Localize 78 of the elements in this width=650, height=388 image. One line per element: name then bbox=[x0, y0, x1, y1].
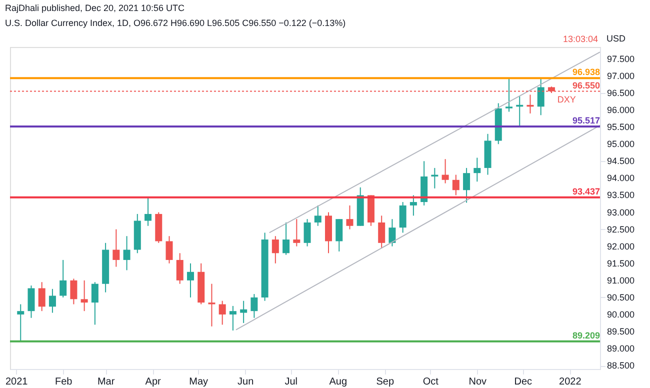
y-tick-label: 97.500 bbox=[607, 54, 635, 64]
candlestick bbox=[505, 78, 512, 112]
y-tick-label: 90.000 bbox=[607, 309, 635, 320]
candlestick bbox=[123, 236, 130, 271]
y-tick-label: 91.000 bbox=[607, 275, 635, 286]
candlestick bbox=[91, 282, 98, 326]
x-tick-label: Apr bbox=[145, 376, 162, 388]
y-tick-label: 92.000 bbox=[607, 241, 635, 252]
candlestick bbox=[112, 228, 120, 268]
candlestick bbox=[186, 262, 194, 298]
candlestick bbox=[346, 204, 354, 230]
y-tick-label: 93.500 bbox=[607, 190, 635, 200]
candlestick bbox=[229, 305, 236, 331]
candlestick bbox=[60, 259, 67, 298]
ref-line-label: 96.550 bbox=[572, 80, 600, 90]
candlestick bbox=[336, 218, 343, 252]
y-tick-label: 92.500 bbox=[607, 224, 635, 234]
candlestick bbox=[272, 236, 279, 264]
candlestick bbox=[208, 283, 216, 327]
y-tick-label: 89.000 bbox=[607, 344, 635, 354]
x-tick-label: Sep bbox=[376, 376, 394, 388]
candlestick bbox=[378, 215, 386, 249]
x-tick-label: Aug bbox=[329, 376, 348, 388]
y-tick-label: 90.500 bbox=[607, 292, 635, 302]
y-tick-label: 91.500 bbox=[607, 258, 635, 268]
candlestick bbox=[304, 218, 311, 247]
candlestick bbox=[537, 78, 544, 116]
candlestick bbox=[70, 278, 78, 305]
x-tick-label: 2021 bbox=[5, 376, 28, 388]
y-tick-label: 89.500 bbox=[607, 326, 635, 337]
chart-title: U.S. Dollar Currency Index, 1D, O96.672 H96.690 L96.505 C96.550 −0.122 (−0.13%) bbox=[4, 18, 346, 28]
candlestick bbox=[442, 158, 449, 184]
text: 13:03:04 bbox=[562, 34, 598, 44]
ref-line-label: 96.938 bbox=[572, 67, 600, 78]
x-tick-label: Mar bbox=[97, 376, 116, 388]
x-tick-label: Dec bbox=[514, 376, 532, 388]
y-tick-label: 96.000 bbox=[607, 105, 635, 116]
x-tick-label: Jul bbox=[284, 376, 298, 388]
candlestick bbox=[399, 202, 406, 234]
y-tick-label: 94.000 bbox=[607, 173, 635, 184]
candlestick bbox=[452, 174, 460, 196]
candlestick bbox=[218, 300, 226, 326]
y-tick-label: 97.000 bbox=[607, 70, 635, 81]
y-tick-label: 94.500 bbox=[607, 156, 635, 166]
y-tick-label: 93.000 bbox=[607, 207, 635, 218]
y-tick-label: 95.000 bbox=[607, 139, 635, 150]
candlestick bbox=[144, 196, 152, 226]
candlestick bbox=[28, 285, 35, 318]
candlestick bbox=[166, 236, 173, 264]
ref-line-label: 89.209 bbox=[572, 330, 600, 340]
y-tick-label: 88.500 bbox=[607, 360, 635, 371]
ref-line-label: 93.437 bbox=[572, 186, 600, 196]
candlestick bbox=[48, 288, 56, 314]
ref-line-label: 95.517 bbox=[572, 115, 600, 126]
candlestick bbox=[410, 194, 417, 216]
candlestick bbox=[293, 218, 300, 247]
x-tick-label: Feb bbox=[54, 376, 73, 388]
y-tick-label: 96.500 bbox=[607, 88, 635, 98]
candlestick bbox=[38, 282, 46, 312]
annotation: DXY bbox=[557, 94, 576, 104]
candlestick bbox=[282, 222, 290, 256]
x-tick-label: Oct bbox=[422, 376, 439, 388]
x-tick-label: May bbox=[189, 376, 208, 388]
candlestick bbox=[17, 304, 24, 342]
candlestick bbox=[463, 167, 470, 204]
candlestick bbox=[474, 157, 481, 182]
candlestick bbox=[250, 294, 258, 318]
y-tick-label: 95.500 bbox=[607, 122, 635, 132]
candlestick bbox=[314, 204, 322, 226]
candlestick bbox=[80, 280, 88, 312]
x-tick-label: Nov bbox=[468, 376, 487, 388]
candlestick bbox=[240, 300, 248, 324]
candlestick bbox=[388, 218, 396, 247]
candlestick bbox=[176, 252, 184, 284]
y-axis-title: USD bbox=[606, 34, 626, 44]
x-tick-label: 2022 bbox=[559, 376, 582, 388]
chart-subtitle: RajDhali published, Dec 20, 2021 10:56 UTC bbox=[4, 3, 186, 13]
x-tick-label: Jun bbox=[238, 376, 254, 388]
